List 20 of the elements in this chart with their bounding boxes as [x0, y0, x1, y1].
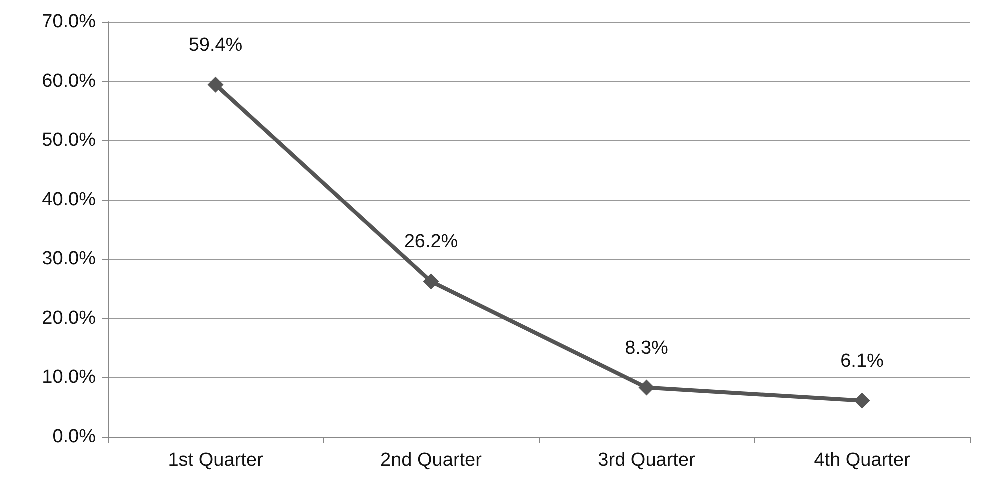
point [854, 392, 870, 409]
y-tick-label: 20.0% [42, 308, 96, 329]
y-tick-label: 10.0% [42, 367, 96, 388]
data-label: 26.2% [404, 232, 458, 253]
point [638, 380, 655, 396]
x-tick-label: 1st Quarter [168, 450, 264, 471]
y-tick-label: 40.0% [42, 189, 96, 210]
y-tick-label: 60.0% [42, 70, 96, 92]
x-tick-label: 4th Quarter [814, 450, 911, 471]
point [208, 76, 224, 93]
y-tick-label: 30.0% [42, 248, 96, 270]
y-tick-label: 0.0% [52, 426, 96, 448]
y-tick-label: 70.0% [42, 12, 96, 32]
x-tick-label: 3rd Quarter [598, 450, 696, 471]
x-tick-label: 2nd Quarter [380, 450, 483, 471]
y-tick-label: 50.0% [42, 130, 96, 152]
point [423, 274, 440, 290]
data-label: 8.3% [625, 338, 669, 359]
data-label: 6.1% [840, 350, 884, 372]
data-label: 59.4% [188, 34, 243, 56]
